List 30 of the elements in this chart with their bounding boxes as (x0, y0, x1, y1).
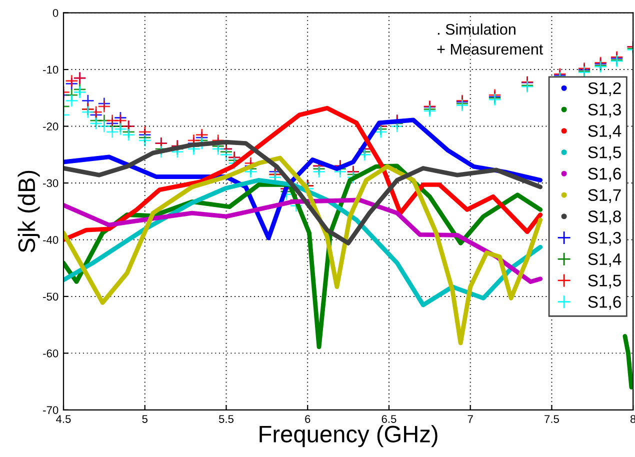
legend-label: S1,2 (588, 82, 621, 96)
y-tick-label: -10 (43, 66, 58, 74)
x-tick-label: 6 (305, 415, 310, 423)
legend-label: S1,5 (588, 274, 621, 288)
y-tick-label: 0 (52, 9, 58, 17)
x-tick-label: 7.5 (544, 415, 559, 423)
legend-label: S1,6 (588, 296, 621, 310)
y-tick-label: -60 (43, 349, 58, 358)
legend-label: S1,4 (588, 125, 622, 139)
x-axis-title: Frequency (GHz) (260, 425, 438, 448)
legend-label: S1,3 (588, 104, 621, 118)
y-axis-title: Sjk (dB) (18, 170, 40, 252)
x-tick-label: 5.5 (218, 415, 234, 423)
legend-label: S1,8 (588, 210, 621, 224)
y-tick-label: -70 (43, 406, 58, 414)
legend-label: S1,6 (588, 168, 621, 182)
y-tick-label: -50 (43, 292, 58, 301)
legend-label: S1,4 (588, 253, 622, 268)
x-tick-label: 7 (468, 415, 473, 423)
legend-label: S1,5 (588, 146, 621, 160)
legend-label: S1,7 (588, 189, 621, 203)
y-tick-label: -20 (43, 122, 58, 130)
y-tick-label: -40 (43, 236, 58, 244)
x-tick-label: 5 (142, 415, 148, 423)
x-tick-label: 6.5 (382, 415, 396, 423)
x-tick-label: 4.5 (56, 415, 71, 423)
y-tick-label: -30 (43, 179, 58, 188)
annotation: + Measurement (437, 44, 544, 55)
annotation: . Simulation (438, 24, 516, 35)
legend-label: S1,3 (588, 232, 621, 246)
